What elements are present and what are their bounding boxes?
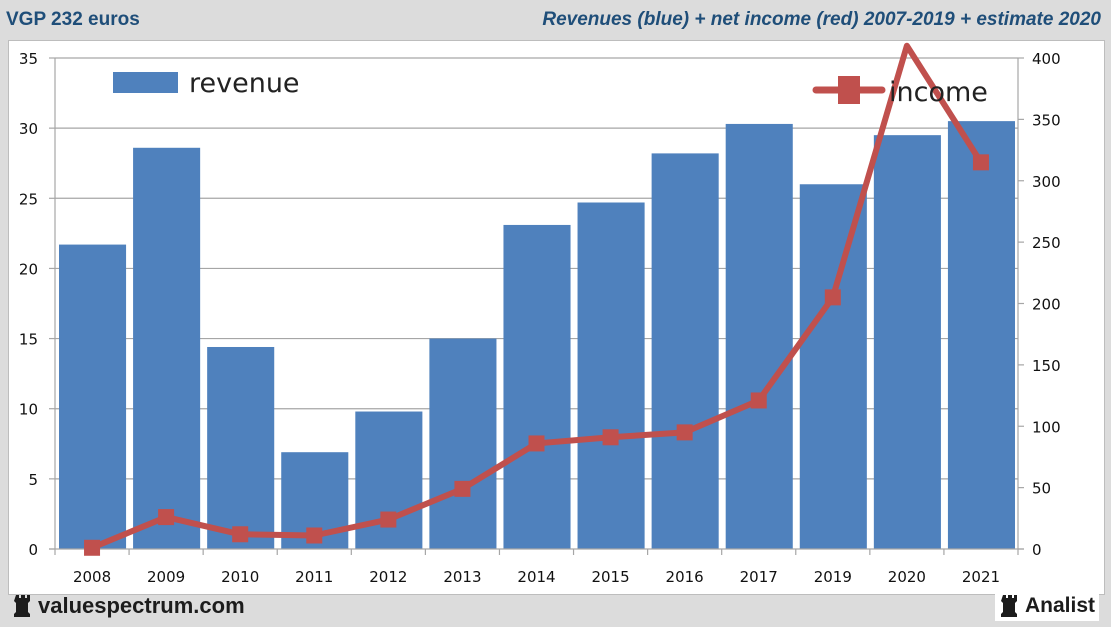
x-axis-tick-label: 2011 <box>295 568 333 586</box>
left-axis-tick-label: 35 <box>19 50 38 68</box>
right-axis-tick-label: 0 <box>1032 541 1042 559</box>
right-axis-tick-label: 350 <box>1032 111 1061 129</box>
x-axis-tick-label: 2020 <box>888 568 926 586</box>
revenue-bar <box>429 338 497 549</box>
left-axis-tick-label: 15 <box>19 331 38 349</box>
x-axis-tick-label: 2021 <box>962 568 1000 586</box>
legend-income-label: income <box>889 77 988 108</box>
legend-revenue-label: revenue <box>189 68 300 99</box>
left-axis-tick-label: 10 <box>19 401 38 419</box>
income-line <box>84 42 989 556</box>
revenue-bar <box>873 135 941 549</box>
revenue-bar <box>577 202 645 549</box>
legend-income-marker <box>838 76 860 104</box>
income-marker <box>306 527 323 544</box>
x-axis-tick-label: 2016 <box>666 568 704 586</box>
left-axis-tick-label: 20 <box>19 260 38 278</box>
left-axis-tick-label: 25 <box>19 190 38 208</box>
rook-icon <box>1000 595 1017 617</box>
revenue-bar <box>503 224 571 549</box>
revenue-bar <box>355 411 423 549</box>
income-marker <box>84 539 101 556</box>
rook-icon <box>14 595 30 617</box>
income-marker <box>454 480 471 497</box>
right-axis-ticks: 0 50 100 150 200 250 300 350 400 <box>1018 50 1061 559</box>
footer-brand-analist: Analist <box>994 592 1099 621</box>
revenue-bar <box>651 153 719 549</box>
legend: revenue income <box>113 68 988 108</box>
revenue-bar <box>59 244 127 549</box>
x-axis-tick-label: 2014 <box>517 568 555 586</box>
x-axis-tick-label: 2010 <box>221 568 259 586</box>
x-axis-tick-label: 2017 <box>740 568 778 586</box>
right-axis-tick-label: 150 <box>1032 357 1061 375</box>
x-axis-tick-label: 2012 <box>369 568 407 586</box>
revenue-bar <box>947 121 1015 549</box>
legend-revenue-swatch <box>113 72 178 93</box>
right-axis-tick-label: 50 <box>1032 480 1051 498</box>
x-axis-tick-label: 2015 <box>591 568 629 586</box>
left-axis-tick-label: 30 <box>19 120 38 138</box>
income-marker <box>972 154 989 171</box>
footer-brand-left-label: valuespectrum.com <box>38 593 245 618</box>
chart-title-right: Revenues (blue) + net income (red) 2007-… <box>542 9 1101 30</box>
revenue-bar <box>207 346 275 549</box>
income-marker <box>676 424 693 441</box>
income-marker <box>528 435 545 452</box>
x-axis-tick-label: 2013 <box>443 568 481 586</box>
footer-brand-right-label: Analist <box>1024 594 1095 617</box>
x-axis-tick-label: 2008 <box>73 568 111 586</box>
x-axis-labels: 2008 2009 2010 2011 2012 2013 2014 2015 2016 2017… <box>73 568 1000 586</box>
right-axis-tick-label: 300 <box>1032 173 1061 191</box>
right-axis-tick-label: 100 <box>1032 418 1061 436</box>
left-axis-tick-label: 0 <box>28 541 38 559</box>
axes <box>49 58 1024 555</box>
left-axis-ticks: 0 5 10 15 20 25 30 35 <box>19 50 55 559</box>
income-marker <box>602 429 619 446</box>
income-marker <box>380 511 397 528</box>
revenue-bar <box>799 184 867 549</box>
left-axis-tick-label: 5 <box>28 471 38 489</box>
right-axis-tick-label: 400 <box>1032 50 1061 68</box>
x-axis-tick-label: 2019 <box>814 568 852 586</box>
income-marker <box>824 289 841 306</box>
chart-title-left: VGP 232 euros <box>6 9 140 30</box>
footer-brand-valuespectrum: valuespectrum.com <box>14 593 245 619</box>
right-axis-tick-label: 250 <box>1032 234 1061 252</box>
x-axis-tick-label: 2009 <box>147 568 185 586</box>
income-marker <box>232 526 249 543</box>
revenue-bar <box>133 147 201 550</box>
right-axis-tick-label: 200 <box>1032 296 1061 314</box>
revenue-bar <box>725 123 793 549</box>
income-marker <box>750 392 767 409</box>
revenue-bars <box>59 121 1015 550</box>
income-marker <box>158 509 175 526</box>
